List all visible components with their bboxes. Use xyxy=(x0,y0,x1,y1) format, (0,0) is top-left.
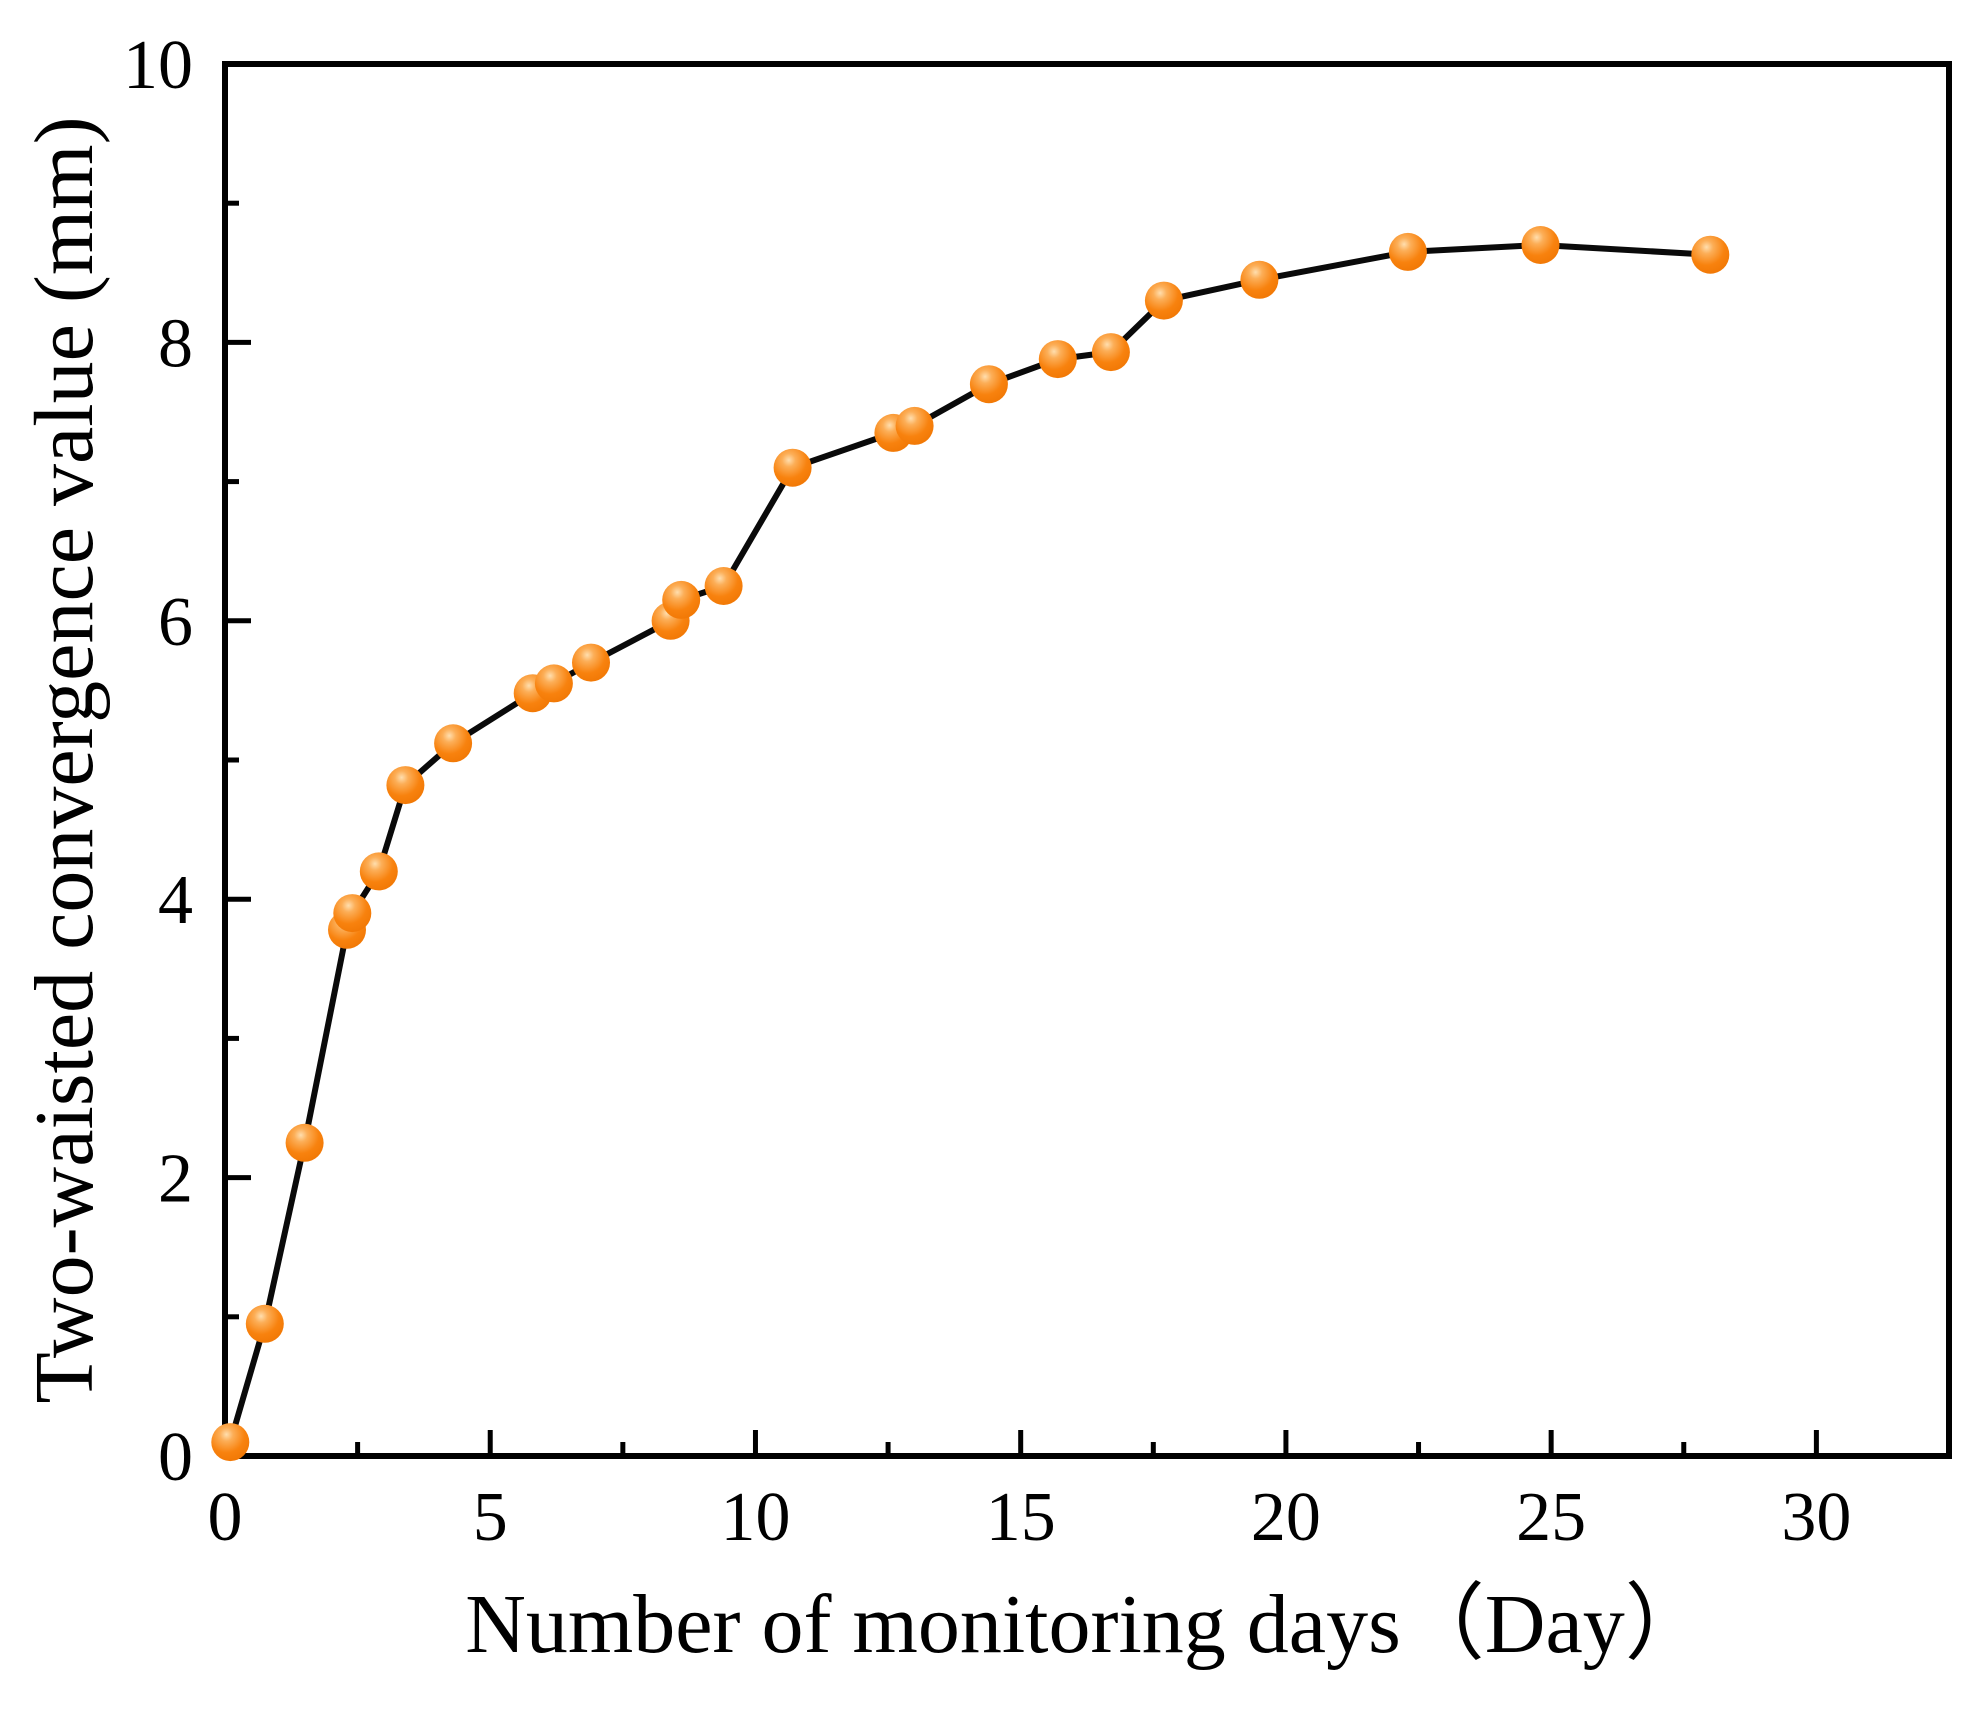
data-point xyxy=(534,664,573,703)
y-tick-label: 2 xyxy=(158,1141,193,1218)
data-point xyxy=(285,1123,324,1162)
data-point xyxy=(704,567,743,605)
data-point xyxy=(1240,260,1279,299)
axis-ticks xyxy=(222,61,1819,1459)
data-point xyxy=(1144,281,1183,320)
data-point xyxy=(359,852,398,891)
data-point xyxy=(1521,226,1560,264)
y-tick-label: 6 xyxy=(158,584,193,661)
data-point xyxy=(773,448,812,487)
y-tick-label: 8 xyxy=(158,305,193,382)
data-point xyxy=(386,766,425,805)
x-tick-label: 30 xyxy=(1781,1479,1851,1556)
data-point xyxy=(1691,235,1730,274)
y-tick-label: 10 xyxy=(123,27,193,104)
data-point xyxy=(434,724,473,763)
plot-frame xyxy=(222,61,1952,1459)
data-point xyxy=(211,1423,250,1462)
x-tick-label: 5 xyxy=(473,1479,508,1556)
x-tick-label: 25 xyxy=(1516,1479,1586,1556)
series-line xyxy=(227,242,1714,1446)
y-tick-label: 0 xyxy=(158,1419,193,1496)
data-point xyxy=(245,1304,284,1343)
data-point xyxy=(895,406,934,445)
data-point xyxy=(969,365,1008,404)
x-tick-label: 10 xyxy=(720,1479,790,1556)
data-point xyxy=(333,894,372,933)
x-tick-label: 0 xyxy=(208,1479,243,1556)
data-series xyxy=(211,226,1730,1462)
data-point xyxy=(1388,232,1427,271)
x-tick-label: 15 xyxy=(986,1479,1056,1556)
y-tick-label: 4 xyxy=(158,862,193,939)
x-axis-title: Number of monitoring days（Day） xyxy=(465,1578,1708,1671)
tick-labels: 0 5 10 15 20 25 30 0 2 4 6 8 10 xyxy=(123,27,1851,1556)
data-point xyxy=(662,580,701,619)
data-point xyxy=(572,643,610,682)
y-axis-title: Two-waisted convergence value (mm) xyxy=(18,116,111,1403)
frame-rect xyxy=(222,61,1952,1459)
data-point xyxy=(1091,333,1130,372)
x-tick-label: 20 xyxy=(1251,1479,1321,1556)
data-point xyxy=(1038,340,1077,379)
